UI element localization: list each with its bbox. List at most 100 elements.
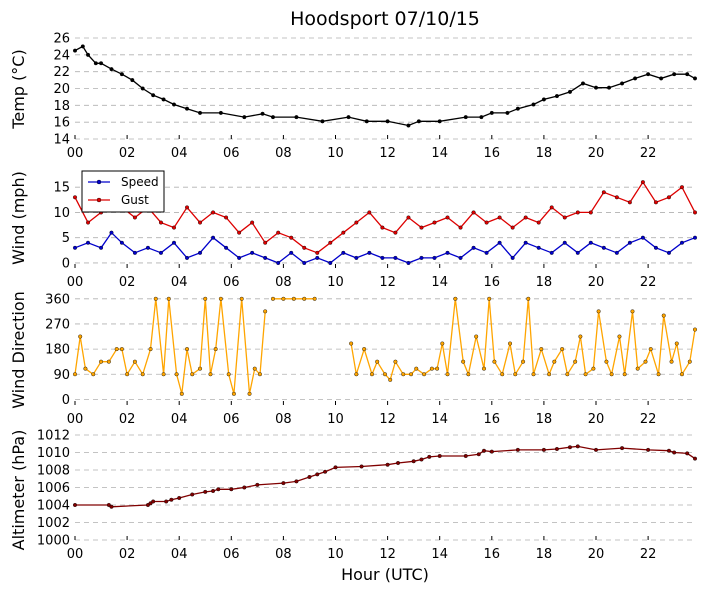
x-tick-label: 16 [484,146,501,161]
data-point [672,72,677,77]
x-tick-label: 20 [588,146,605,161]
data-point [185,106,190,111]
data-point [567,89,572,94]
data-point [679,185,684,190]
y-axis-label: Temp (°C) [9,49,28,129]
data-point [190,372,195,377]
data-point [145,245,150,250]
data-point [242,115,247,120]
data-point [406,123,411,128]
data-point [109,230,114,235]
data-point [510,255,515,260]
data-point [289,250,294,255]
data-point [281,296,286,301]
data-point [646,72,651,77]
data-point [536,245,541,250]
data-point [476,452,481,457]
data-point [693,76,698,81]
data-point [575,250,580,255]
y-tick-label: 0 [62,393,70,408]
data-point [578,334,583,339]
legend-label: Speed [121,175,159,189]
data-point [354,220,359,225]
data-point [211,210,216,215]
data-point [380,225,385,230]
data-point [151,93,156,98]
data-point [523,215,528,220]
y-tick-label: 1008 [37,464,70,479]
data-point [693,210,698,215]
data-point [601,245,606,250]
y-tick-label: 0 [62,256,70,271]
data-point [659,76,664,81]
x-tick-label: 20 [588,275,605,290]
data-point [130,78,135,83]
data-point [153,296,158,301]
data-point [255,482,260,487]
data-point [211,235,216,240]
data-point [463,115,468,120]
x-tick-label: 10 [327,146,344,161]
data-point [508,341,513,346]
data-point [291,296,296,301]
legend-marker [96,179,102,185]
data-point [367,210,372,215]
data-point [604,359,609,364]
data-point [185,347,190,352]
y-tick-label: 1006 [37,481,70,496]
data-point [198,220,203,225]
data-point [385,462,390,467]
data-point [669,359,674,364]
data-point [429,366,434,371]
data-point [679,372,684,377]
data-point [427,454,432,459]
data-point [562,215,567,220]
data-point [203,489,208,494]
data-point [489,110,494,115]
x-tick-label: 02 [119,275,136,290]
y-tick-label: 18 [53,99,70,114]
data-point [166,296,171,301]
data-point [161,97,166,102]
data-point [594,85,599,90]
x-tick-label: 22 [640,275,657,290]
data-point [437,119,442,124]
data-point [270,115,275,120]
data-point [554,447,559,452]
data-point [72,195,77,200]
data-point [666,448,671,453]
y-tick-label: 20 [53,82,70,97]
data-point [171,225,176,230]
x-tick-label: 04 [171,146,188,161]
data-point [388,377,393,382]
y-axis-label: Wind Direction [9,291,28,409]
data-point [445,215,450,220]
data-point [565,372,570,377]
data-point [458,225,463,230]
data-point [99,61,104,66]
legend-label: Gust [121,193,149,207]
data-point [607,85,612,90]
x-tick-label: 22 [640,146,657,161]
data-point [148,347,153,352]
data-point [78,334,83,339]
x-tick-label: 04 [171,412,188,427]
x-tick-label: 20 [588,547,605,562]
data-point [260,111,265,116]
x-tick-label: 10 [327,275,344,290]
x-tick-label: 12 [379,275,396,290]
data-point [315,250,320,255]
data-point [174,372,179,377]
data-point [289,235,294,240]
y-tick-label: 1000 [37,534,70,549]
y-tick-label: 15 [53,181,70,196]
data-point [367,250,372,255]
data-point [489,449,494,454]
data-point [466,372,471,377]
data-point [622,372,627,377]
data-point [643,359,648,364]
data-point [263,255,268,260]
data-point [479,115,484,120]
x-tick-label: 16 [484,275,501,290]
series-line [74,298,266,394]
